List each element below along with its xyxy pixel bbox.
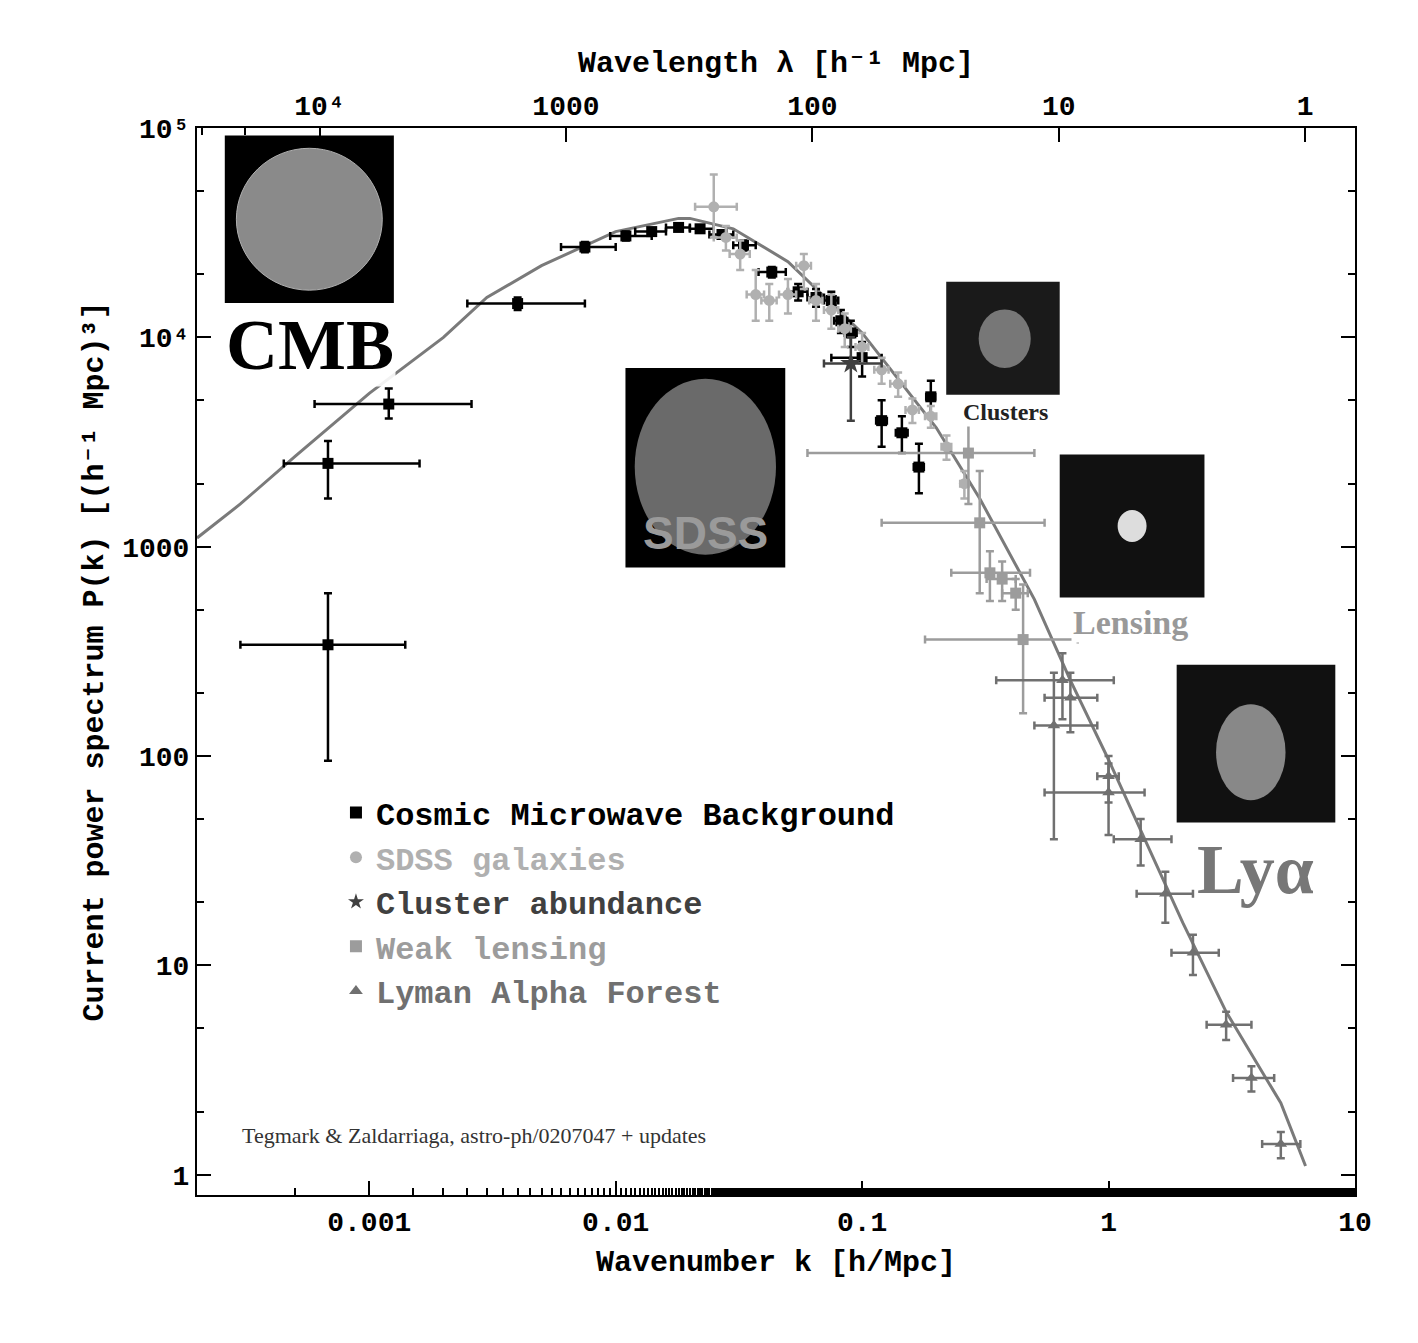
svg-text:0.001: 0.001	[327, 1208, 411, 1239]
svg-text:10⁴: 10⁴	[294, 92, 344, 123]
svg-text:10: 10	[1338, 1208, 1372, 1239]
svg-text:1: 1	[1297, 92, 1314, 123]
svg-text:CMB: CMB	[226, 305, 394, 385]
svg-text:100: 100	[139, 743, 189, 774]
svg-text:Wavenumber k [h/Mpc]: Wavenumber k [h/Mpc]	[596, 1246, 956, 1280]
svg-text:1000: 1000	[532, 92, 599, 123]
svg-text:Wavelength λ [h⁻¹ Mpc]: Wavelength λ [h⁻¹ Mpc]	[578, 47, 974, 81]
svg-text:Cluster abundance: Cluster abundance	[376, 887, 702, 924]
svg-text:0.1: 0.1	[837, 1208, 887, 1239]
svg-text:10⁵: 10⁵	[139, 115, 189, 146]
svg-text:100: 100	[787, 92, 837, 123]
svg-text:1: 1	[1100, 1208, 1117, 1239]
svg-text:Tegmark & Zaldarriaga, astro-p: Tegmark & Zaldarriaga, astro-ph/0207047 …	[242, 1123, 706, 1148]
svg-text:10: 10	[156, 952, 190, 983]
svg-text:1: 1	[173, 1162, 190, 1193]
svg-text:1000: 1000	[122, 533, 189, 564]
svg-text:Clusters: Clusters	[963, 399, 1048, 425]
svg-text:10: 10	[1042, 92, 1076, 123]
svg-text:Lyman Alpha Forest: Lyman Alpha Forest	[376, 976, 722, 1013]
svg-text:10⁴: 10⁴	[139, 324, 189, 355]
svg-text:SDSS galaxies: SDSS galaxies	[376, 843, 626, 880]
svg-text:Weak lensing: Weak lensing	[376, 932, 606, 969]
svg-text:Cosmic Microwave Background: Cosmic Microwave Background	[376, 798, 894, 835]
svg-text:Current power spectrum P(k) [(: Current power spectrum P(k) [(h⁻¹ Mpc)³]	[78, 301, 112, 1021]
svg-text:SDSS: SDSS	[643, 507, 768, 559]
svg-text:Lensing: Lensing	[1073, 604, 1188, 641]
svg-text:Lyα: Lyα	[1197, 831, 1314, 908]
svg-text:0.01: 0.01	[582, 1208, 649, 1239]
